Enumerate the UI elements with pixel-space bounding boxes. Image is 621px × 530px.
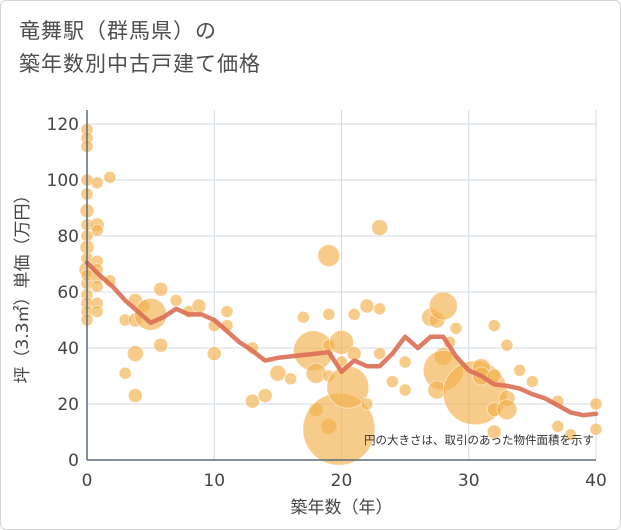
bubble bbox=[500, 338, 514, 352]
bubble bbox=[269, 364, 287, 382]
y-tick-label: 120 bbox=[47, 115, 79, 135]
bubble bbox=[428, 291, 458, 321]
y-tick-label: 40 bbox=[57, 339, 79, 359]
bubble bbox=[496, 399, 518, 421]
bubble bbox=[525, 375, 539, 389]
trend-line bbox=[84, 260, 599, 418]
bubble bbox=[317, 244, 341, 268]
bubble bbox=[373, 302, 387, 316]
bubble bbox=[169, 293, 183, 307]
y-tick-label: 0 bbox=[68, 451, 79, 471]
bubble bbox=[257, 388, 273, 404]
bubble bbox=[486, 424, 502, 440]
x-tick-label: 10 bbox=[203, 471, 225, 491]
y-axis-title: 坪（3.3㎡）単価（万円） bbox=[13, 186, 33, 383]
bubble bbox=[347, 307, 361, 321]
trend-line-group bbox=[84, 260, 599, 418]
bubble bbox=[90, 279, 104, 293]
bubble bbox=[103, 170, 117, 184]
bubble bbox=[371, 219, 389, 237]
bubble bbox=[118, 366, 132, 380]
x-axis-title: 築年数（年） bbox=[291, 498, 393, 518]
y-tick-label: 100 bbox=[47, 171, 79, 191]
bubble bbox=[329, 329, 354, 355]
bubble bbox=[153, 337, 169, 353]
title-line-2: 築年数別中古戸建て価格 bbox=[19, 52, 261, 76]
bubble bbox=[589, 397, 603, 411]
bubble bbox=[360, 397, 374, 411]
bubble bbox=[191, 298, 207, 314]
x-tick-label: 20 bbox=[331, 471, 353, 491]
x-tick-label: 40 bbox=[585, 471, 607, 491]
bubble bbox=[398, 383, 412, 397]
bubble bbox=[90, 176, 104, 190]
bubble bbox=[90, 305, 104, 319]
x-tick-label: 30 bbox=[458, 471, 480, 491]
bubble bbox=[589, 422, 603, 436]
tick-labels: 0 10 20 30 40 0 20 40 60 80 100 120 bbox=[47, 115, 607, 491]
y-tick-label: 20 bbox=[57, 395, 79, 415]
bubble bbox=[220, 305, 234, 319]
bubble bbox=[513, 363, 527, 377]
bubble bbox=[322, 307, 336, 321]
bubble bbox=[284, 372, 298, 386]
bubble bbox=[449, 321, 463, 335]
bubble bbox=[127, 388, 143, 404]
y-tick-label: 80 bbox=[57, 227, 79, 247]
bubble bbox=[90, 223, 104, 237]
bubble bbox=[206, 346, 222, 362]
axes bbox=[86, 110, 596, 461]
bubble bbox=[487, 319, 501, 333]
bubbles bbox=[78, 123, 603, 466]
bubble bbox=[551, 419, 565, 433]
bubble bbox=[296, 310, 310, 324]
title-line-1: 竜舞駅（群馬県）の bbox=[19, 19, 217, 43]
x-tick-label: 0 bbox=[82, 471, 93, 491]
bubble bbox=[385, 375, 399, 389]
bubble bbox=[373, 347, 387, 361]
bubble bbox=[398, 355, 412, 369]
bubble bbox=[153, 281, 169, 297]
y-tick-label: 60 bbox=[57, 283, 79, 303]
bubble-size-note: 円の大きさは、取引のあった物件面積を示す bbox=[364, 433, 594, 447]
bubble bbox=[359, 298, 375, 314]
bubble bbox=[245, 393, 260, 409]
bubble bbox=[564, 428, 577, 442]
chart-title: 竜舞駅（群馬県）の 築年数別中古戸建て価格 bbox=[19, 15, 261, 81]
bubble bbox=[126, 345, 144, 363]
